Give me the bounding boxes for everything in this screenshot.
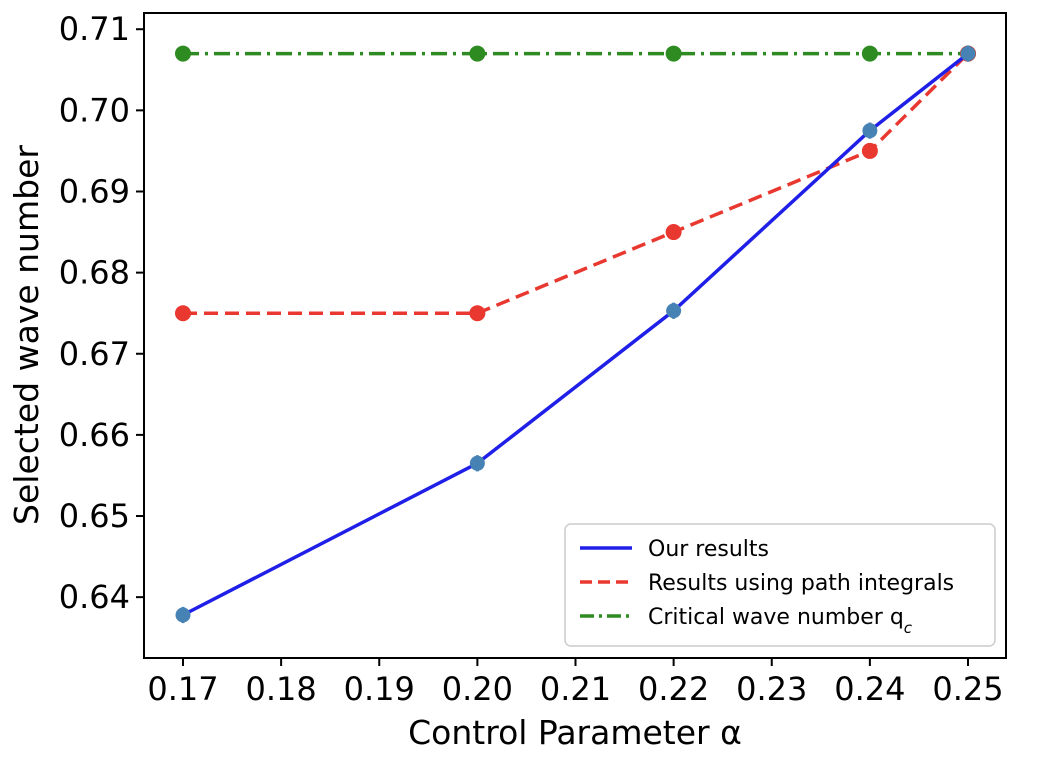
y-tick-label: 0.65 (59, 497, 130, 535)
x-tick-label: 0.18 (246, 670, 317, 708)
x-tick-label: 0.17 (147, 670, 218, 708)
y-tick-label: 0.71 (59, 10, 130, 48)
data-point (469, 305, 486, 322)
y-tick-label: 0.69 (59, 172, 130, 210)
x-tick-label: 0.24 (834, 670, 905, 708)
data-point (665, 45, 682, 62)
data-point (469, 45, 486, 62)
y-axis-title: Selected wave number (7, 145, 46, 525)
data-point (861, 142, 878, 159)
data-point (175, 305, 191, 322)
x-tick-label: 0.21 (540, 670, 611, 708)
x-tick-label: 0.22 (638, 670, 709, 708)
legend-label: Results using path integrals (648, 571, 954, 596)
legend-label: Critical wave number qc (648, 605, 913, 637)
x-tick-label: 0.20 (442, 670, 513, 708)
y-tick-label: 0.67 (59, 335, 130, 373)
data-point (665, 224, 682, 241)
series-1 (175, 45, 976, 624)
series-layer (175, 45, 976, 624)
x-axis-title: Control Parameter α (408, 713, 742, 752)
x-tick-label: 0.23 (736, 670, 807, 708)
plot-frame (143, 12, 1007, 659)
y-tick-label: 0.66 (59, 416, 130, 454)
legend-box (564, 523, 996, 647)
data-point (960, 46, 976, 62)
y-axis-ticks: 0.64 0.65 0.66 0.67 0.68 0.69 0.70 0.71 (59, 10, 144, 616)
data-point (861, 45, 878, 62)
y-tick-label: 0.68 (59, 254, 130, 292)
data-point (175, 607, 191, 623)
x-tick-label: 0.25 (932, 670, 1003, 708)
data-point (666, 303, 682, 319)
data-point (175, 45, 191, 62)
legend-label: Our results (648, 537, 769, 562)
legend: Our results Results using path integrals C… (564, 523, 996, 647)
x-tick-label: 0.19 (344, 670, 415, 708)
x-axis-ticks: 0.17 0.18 0.19 0.20 0.21 0.22 0.23 0.24 0.25 (147, 658, 1004, 708)
y-tick-label: 0.70 (59, 91, 130, 129)
y-tick-label: 0.64 (59, 578, 130, 616)
data-point (862, 123, 878, 139)
data-point (469, 455, 485, 471)
